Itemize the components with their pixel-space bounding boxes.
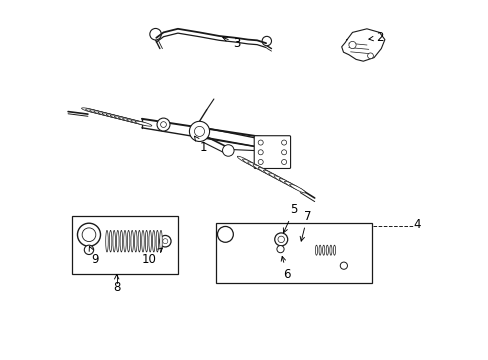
Circle shape — [77, 223, 101, 246]
Ellipse shape — [263, 170, 279, 179]
Ellipse shape — [123, 230, 126, 252]
Circle shape — [258, 150, 263, 155]
Ellipse shape — [289, 184, 305, 193]
Circle shape — [222, 145, 234, 156]
Ellipse shape — [315, 245, 317, 255]
Ellipse shape — [81, 108, 98, 113]
Ellipse shape — [120, 230, 122, 252]
Ellipse shape — [98, 112, 115, 117]
Ellipse shape — [116, 230, 119, 252]
Circle shape — [159, 235, 171, 247]
Circle shape — [84, 245, 94, 255]
Ellipse shape — [318, 245, 321, 255]
Ellipse shape — [149, 230, 151, 252]
Circle shape — [348, 41, 355, 49]
Text: 4: 4 — [413, 219, 420, 231]
Ellipse shape — [237, 156, 253, 165]
Ellipse shape — [134, 230, 137, 252]
Ellipse shape — [156, 230, 158, 252]
Ellipse shape — [258, 167, 274, 176]
Ellipse shape — [325, 245, 328, 255]
Text: 7: 7 — [300, 210, 311, 241]
Ellipse shape — [85, 109, 102, 114]
Ellipse shape — [131, 120, 147, 125]
Ellipse shape — [126, 119, 143, 124]
Text: 1: 1 — [194, 136, 206, 154]
Circle shape — [281, 150, 286, 155]
Text: 5: 5 — [283, 203, 297, 233]
Ellipse shape — [160, 230, 162, 252]
Circle shape — [194, 126, 204, 136]
Text: 6: 6 — [281, 256, 290, 281]
Circle shape — [258, 159, 263, 165]
Circle shape — [163, 239, 167, 244]
Ellipse shape — [333, 245, 335, 255]
Ellipse shape — [252, 165, 268, 174]
Text: 9: 9 — [89, 247, 99, 266]
Circle shape — [262, 36, 271, 46]
Ellipse shape — [109, 230, 112, 252]
Ellipse shape — [122, 118, 139, 123]
Ellipse shape — [119, 117, 135, 122]
Ellipse shape — [113, 230, 115, 252]
Circle shape — [258, 140, 263, 145]
Circle shape — [367, 53, 373, 59]
Ellipse shape — [135, 121, 151, 126]
Ellipse shape — [273, 176, 289, 185]
Circle shape — [277, 236, 284, 243]
Ellipse shape — [106, 114, 123, 119]
Ellipse shape — [105, 230, 108, 252]
Text: 2: 2 — [368, 31, 383, 44]
FancyBboxPatch shape — [254, 136, 290, 168]
Circle shape — [149, 28, 161, 40]
Ellipse shape — [322, 245, 324, 255]
Circle shape — [340, 262, 347, 269]
Text: 8: 8 — [113, 275, 120, 294]
Circle shape — [82, 228, 96, 242]
Ellipse shape — [284, 181, 300, 190]
Circle shape — [160, 122, 166, 127]
Ellipse shape — [279, 179, 295, 188]
Ellipse shape — [145, 230, 147, 252]
Ellipse shape — [329, 245, 331, 255]
Circle shape — [157, 118, 170, 131]
Text: 3: 3 — [223, 37, 241, 50]
Circle shape — [274, 233, 287, 246]
Ellipse shape — [127, 230, 130, 252]
Circle shape — [281, 140, 286, 145]
Bar — [72, 216, 178, 274]
Circle shape — [189, 121, 209, 141]
Circle shape — [281, 159, 286, 165]
Ellipse shape — [142, 230, 144, 252]
Text: 10: 10 — [142, 248, 162, 266]
Ellipse shape — [94, 111, 110, 116]
Ellipse shape — [138, 230, 141, 252]
Ellipse shape — [114, 116, 131, 121]
Ellipse shape — [102, 113, 119, 118]
Ellipse shape — [110, 115, 127, 120]
Ellipse shape — [131, 230, 133, 252]
Circle shape — [217, 226, 233, 242]
Circle shape — [276, 246, 284, 253]
Ellipse shape — [242, 159, 258, 168]
Bar — [215, 223, 371, 283]
Ellipse shape — [152, 230, 155, 252]
Ellipse shape — [90, 110, 106, 115]
Ellipse shape — [247, 162, 263, 171]
Ellipse shape — [268, 173, 284, 182]
